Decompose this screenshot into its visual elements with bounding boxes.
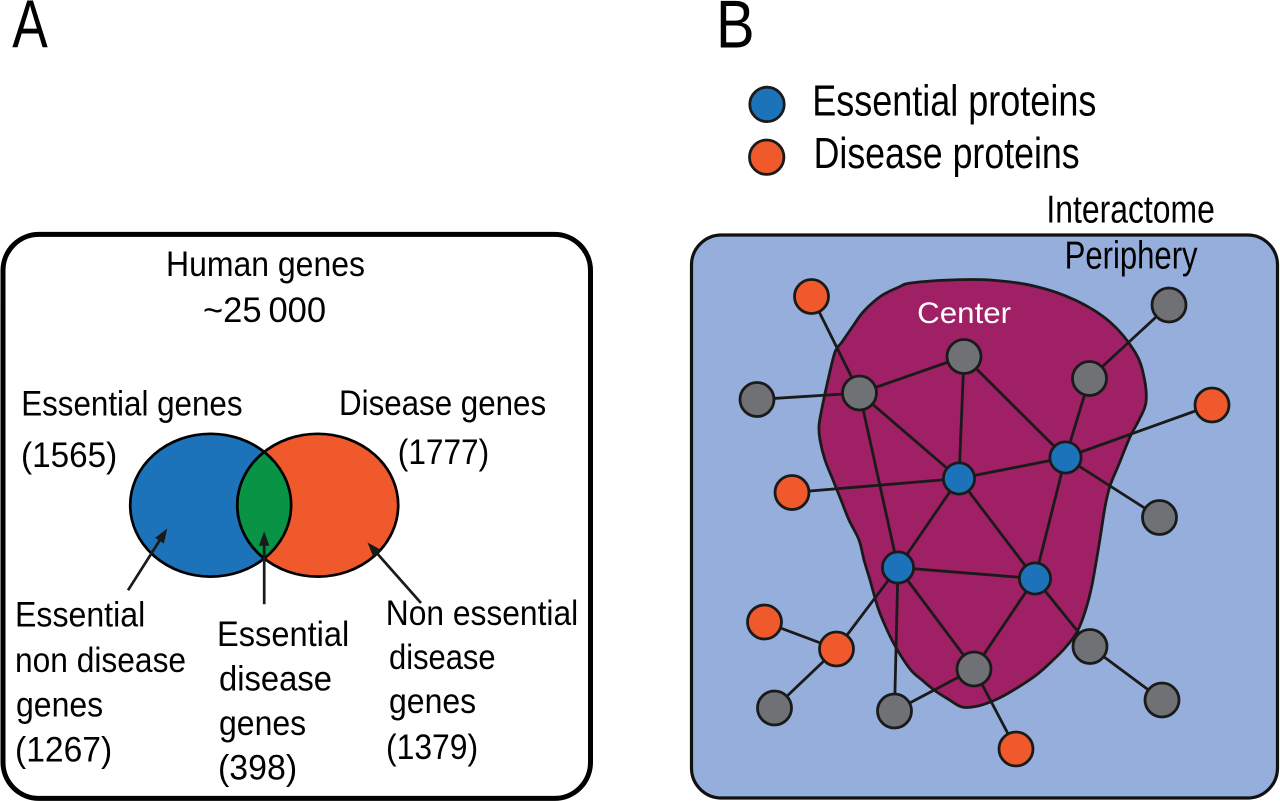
svg-text:Disease proteins: Disease proteins: [814, 129, 1080, 178]
svg-text:B: B: [716, 0, 755, 63]
svg-text:Disease genes: Disease genes: [339, 384, 546, 423]
svg-text:(1379): (1379): [386, 728, 478, 767]
svg-text:disease: disease: [219, 660, 332, 699]
svg-text:(1777): (1777): [398, 433, 489, 472]
svg-text:(1267): (1267): [15, 731, 112, 770]
svg-text:Essential proteins: Essential proteins: [812, 77, 1096, 126]
svg-text:Essential genes: Essential genes: [21, 385, 242, 424]
svg-text:genes: genes: [389, 682, 476, 721]
svg-text:(398): (398): [218, 749, 297, 788]
svg-text:Periphery: Periphery: [1065, 234, 1198, 277]
svg-text:Non essential: Non essential: [386, 594, 578, 633]
svg-text:Human genes: Human genes: [166, 245, 365, 284]
svg-text:Essential: Essential: [15, 596, 145, 635]
svg-text:disease: disease: [389, 638, 496, 677]
svg-text:(1565): (1565): [21, 436, 117, 475]
svg-text:Interactome: Interactome: [1046, 189, 1214, 232]
svg-text:A: A: [12, 0, 48, 62]
svg-text:genes: genes: [16, 686, 103, 725]
svg-text:Center: Center: [917, 297, 1011, 330]
svg-text:non disease: non disease: [15, 641, 186, 680]
svg-text:~25 000: ~25 000: [203, 291, 326, 330]
svg-text:Essential: Essential: [217, 615, 349, 654]
svg-text:genes: genes: [219, 704, 306, 743]
